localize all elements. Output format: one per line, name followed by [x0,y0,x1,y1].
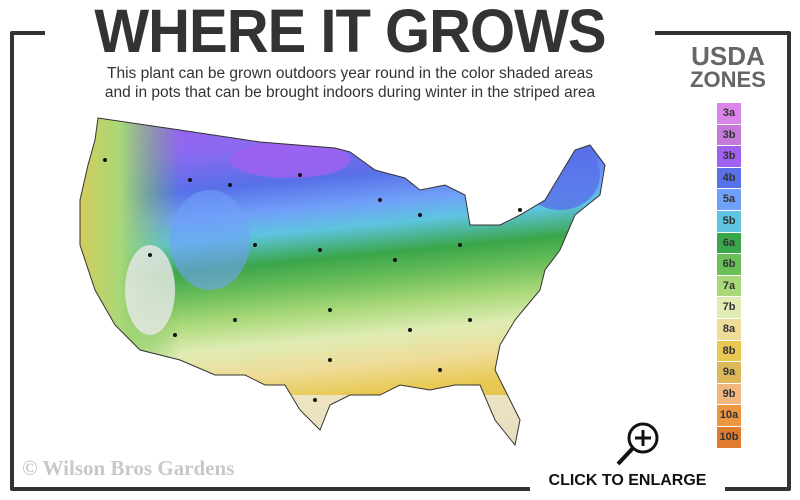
city-dot [438,368,442,372]
city-dot [318,248,322,252]
legend-zone-9a: 9a [717,362,741,383]
zone-legend: 3a 3b 3b 4b 5a 5b 6a 6b 7a 7b 8a 8b 9a 9b 10a 10b [717,103,741,449]
city-dot [418,213,422,217]
city-dot [328,308,332,312]
city-dot [458,243,462,247]
legend-zone-9b: 9b [717,383,741,405]
legend-zone-3b: 3b [717,124,741,146]
city-dot [408,328,412,332]
magnifier-plus-icon [616,422,659,466]
legend-zone-3a: 3a [717,103,741,124]
city-dot [328,358,332,362]
city-dot [173,333,177,337]
city-dot [298,173,302,177]
enlarge-label: CLICK TO ENLARGE [548,472,707,489]
legend-zone-10a: 10a [717,405,741,426]
legend-zone-6a: 6a [717,232,741,254]
legend-zone-6b: 6b [717,254,741,275]
city-dots [103,158,522,402]
legend-zone-5a: 5a [717,189,741,210]
title-gap [45,20,655,40]
legend-title-line-1: USDA [691,41,765,71]
copyright-watermark: © Wilson Bros Gardens [22,456,235,480]
legend-zone-8a: 8a [717,318,741,340]
legend-zone-5b: 5b [717,210,741,232]
legend-zone-10b: 10b [717,426,741,448]
city-dot [103,158,107,162]
us-outline [79,117,606,447]
city-dot [148,253,152,257]
city-dot [313,398,317,402]
zone-bands [80,118,605,445]
legend-zone-7a: 7a [717,275,741,297]
subtitle-line-2: and in pots that can be brought indoors … [104,84,596,101]
legend-zone-3b: 3b [717,146,741,167]
city-dot [188,178,192,182]
usda-zone-map[interactable] [60,100,620,460]
click-to-enlarge-button[interactable]: CLICK TO ENLARGE [530,420,725,495]
enlarge-gap [530,478,725,498]
city-dot [253,243,257,247]
legend-zone-4b: 4b [717,167,741,189]
page-title: WHERE IT GROWS [94,0,606,66]
subtitle: This plant can be grown outdoors year ro… [45,64,655,102]
legend-zone-7b: 7b [717,297,741,318]
city-dot [228,183,232,187]
city-dot [233,318,237,322]
legend-title-line-2: ZONES [690,67,766,92]
legend-title: USDA ZONES [676,41,780,92]
city-dot [393,258,397,262]
city-dot [378,198,382,202]
subtitle-line-1: This plant can be grown outdoors year ro… [107,65,593,82]
legend-zone-8b: 8b [717,340,741,362]
city-dot [518,208,522,212]
city-dot [468,318,472,322]
